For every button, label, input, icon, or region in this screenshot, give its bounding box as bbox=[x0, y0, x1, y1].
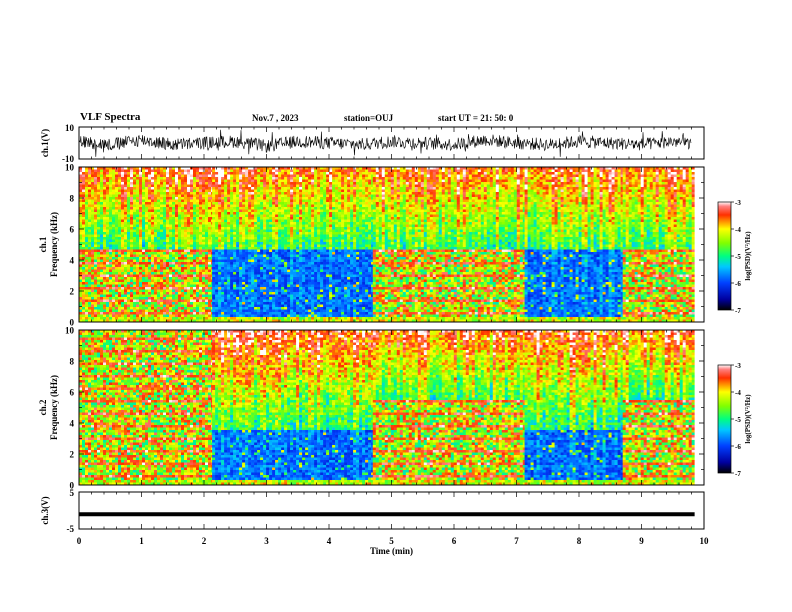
ch1-ytick-label: 8 bbox=[70, 194, 75, 204]
ch1-frequency-ylabel: Frequency (kHz) bbox=[49, 212, 59, 277]
colorbar-1 bbox=[717, 201, 732, 311]
x-tick-label: 6 bbox=[452, 536, 457, 546]
x-tick-label: 3 bbox=[264, 536, 269, 546]
spectrogram-2-segment-5 bbox=[622, 330, 695, 486]
spectrogram-1-segment-1 bbox=[79, 167, 215, 323]
ch1-ytick-label: 0 bbox=[70, 318, 75, 328]
ch2-ytick-label: 6 bbox=[70, 388, 75, 398]
colorbar-1-tick-label: -4 bbox=[735, 226, 741, 234]
colorbar-2-tick-label: -4 bbox=[735, 389, 741, 397]
spectrogram-2-segment-3 bbox=[372, 330, 527, 486]
x-tick-label: 9 bbox=[639, 536, 644, 546]
start-time-label: start UT = 21: 50: 0 bbox=[438, 113, 513, 123]
trace3-ytick-top: 5 bbox=[70, 488, 75, 498]
colorbar-1-tick-label: -7 bbox=[735, 307, 741, 315]
colorbar-2-tick-label: -6 bbox=[735, 443, 741, 451]
colorbar-2-tick-label: -3 bbox=[735, 362, 741, 370]
colorbar-1-tick-label: -5 bbox=[735, 253, 741, 261]
x-tick-label: 8 bbox=[577, 536, 582, 546]
date-label: Nov.7 , 2023 bbox=[252, 113, 299, 123]
chart-title: VLF Spectra bbox=[80, 111, 140, 123]
spectrogram-2-segment-1 bbox=[79, 330, 215, 486]
spectrogram-2-segment-4 bbox=[524, 330, 624, 486]
x-tick-label: 4 bbox=[327, 536, 332, 546]
x-tick-label: 10 bbox=[700, 536, 710, 546]
x-tick-label: 7 bbox=[514, 536, 519, 546]
x-tick-label: 0 bbox=[77, 536, 82, 546]
spectrogram-1-segment-5 bbox=[622, 167, 695, 323]
trace0-ytick-top: 10 bbox=[65, 123, 75, 133]
x-axis-label: Time (min) bbox=[370, 546, 413, 556]
ch2-frequency-ylabel: Frequency (kHz) bbox=[49, 375, 59, 440]
ch2-ytick-label: 4 bbox=[70, 419, 75, 429]
colorbar-2-tick-label: -5 bbox=[735, 416, 741, 424]
ch2-ytick-label: 10 bbox=[65, 326, 75, 336]
colorbar-2-label: log(PSD)(V²/Hz) bbox=[744, 394, 752, 444]
ch1-ytick-label: 6 bbox=[70, 225, 75, 235]
colorbar-2 bbox=[717, 364, 732, 474]
trace3-ytick-bottom: -5 bbox=[67, 524, 75, 534]
trace0-ytick-bottom: -10 bbox=[62, 154, 74, 164]
ch3-voltage-ylabel: ch.3(V) bbox=[40, 496, 50, 524]
ch1-ytick-label: 2 bbox=[70, 287, 75, 297]
ch1-channel-label: ch.1 bbox=[38, 236, 48, 252]
colorbar-1-label: log(PSD)(V²/Hz) bbox=[744, 231, 752, 281]
x-tick-label: 5 bbox=[389, 536, 394, 546]
spectrogram-1-no-data bbox=[694, 167, 704, 322]
spectrogram-1-segment-4 bbox=[524, 167, 624, 323]
x-tick-label: 2 bbox=[202, 536, 207, 546]
ch2-ytick-label: 8 bbox=[70, 357, 75, 367]
spectrogram-2-no-data bbox=[694, 330, 704, 485]
ch1-ytick-label: 4 bbox=[70, 256, 75, 266]
ch2-channel-label: ch.2 bbox=[38, 399, 48, 415]
x-tick-label: 1 bbox=[139, 536, 144, 546]
colorbar-1-tick-label: -6 bbox=[735, 280, 741, 288]
ch2-ytick-label: 0 bbox=[70, 481, 75, 491]
spectrogram-1-segment-3 bbox=[372, 167, 527, 323]
spectrogram-2-segment-2 bbox=[212, 330, 375, 486]
station-label: station=OUJ bbox=[344, 113, 393, 123]
spectrogram-1-segment-2 bbox=[212, 167, 375, 323]
panel-3-frame bbox=[78, 491, 705, 530]
colorbar-1-tick-label: -3 bbox=[735, 199, 741, 207]
ch2-ytick-label: 2 bbox=[70, 450, 75, 460]
ch1-ytick-label: 10 bbox=[65, 163, 75, 173]
colorbar-2-tick-label: -7 bbox=[735, 470, 741, 478]
ch1-voltage-ylabel: ch.1(V) bbox=[40, 129, 50, 157]
ch1-waveform bbox=[78, 129, 692, 157]
